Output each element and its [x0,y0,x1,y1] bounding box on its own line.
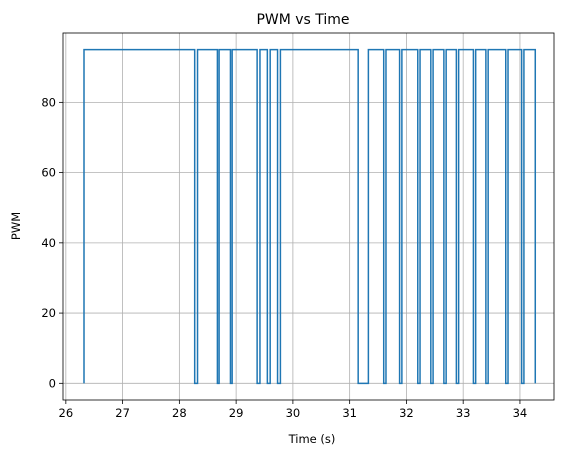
x-tick-label: 29 [229,406,244,420]
x-tick-label: 34 [513,406,528,420]
plot-frame [62,32,555,401]
x-tick-label: 27 [115,406,130,420]
x-axis-label: Time (s) [288,432,336,446]
y-tick-label: 40 [41,236,56,250]
plot-series [83,48,537,385]
y-axis-ticks: 0 20 40 60 80 [41,95,63,390]
y-tick-label: 80 [41,95,56,109]
chart-title: PWM vs Time [256,12,349,28]
y-tick-label: 20 [41,306,56,320]
x-tick-label: 31 [342,406,357,420]
x-tick-label: 32 [399,406,414,420]
y-tick-label: 60 [41,166,56,180]
pwm-series-line [83,48,537,385]
grid [63,33,554,400]
y-axis-label: PWM [9,212,23,240]
y-tick-label: 0 [49,376,56,390]
x-tick-label: 33 [456,406,471,420]
x-tick-label: 26 [59,406,74,420]
x-tick-label: 28 [172,406,187,420]
x-axis-ticks: 26 27 28 29 30 31 32 33 34 [59,400,528,420]
x-tick-label: 30 [286,406,301,420]
